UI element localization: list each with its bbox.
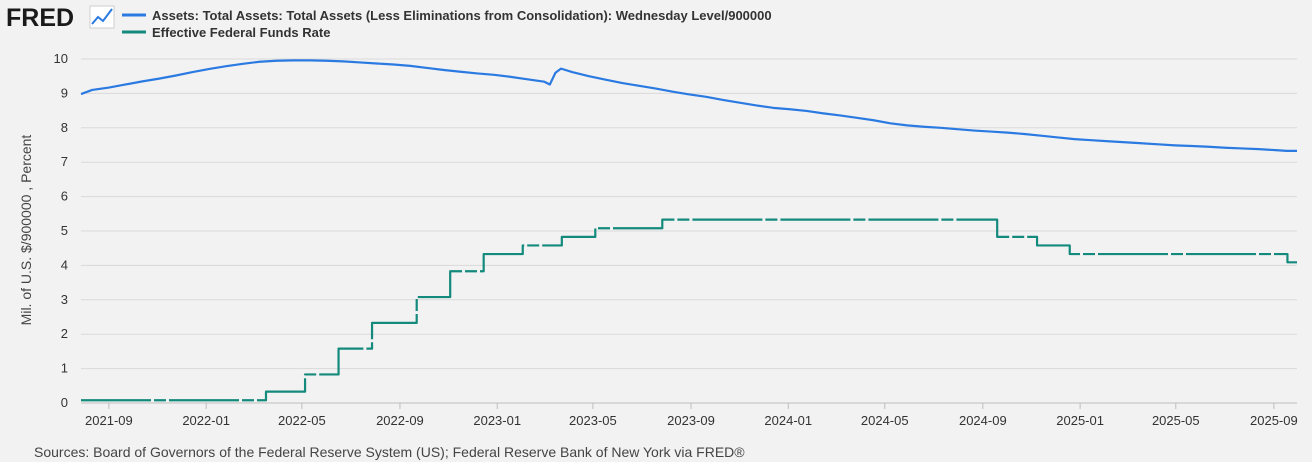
x-tick-2025-01: 2025-01 xyxy=(1056,413,1104,428)
gridlines xyxy=(81,58,1297,404)
legend-label-fed-funds: Effective Federal Funds Rate xyxy=(152,25,330,40)
y-tick-labels: 0 1 2 3 4 5 6 7 8 9 10 xyxy=(54,51,68,410)
legend-item-fed-funds[interactable]: Effective Federal Funds Rate xyxy=(122,25,330,40)
y-axis-title: Mil. of U.S. $/900000 , Percent xyxy=(18,135,34,326)
y-tick-4: 4 xyxy=(61,257,68,272)
y-tick-5: 5 xyxy=(61,223,68,238)
legend-label-assets: Assets: Total Assets: Total Assets (Less… xyxy=(152,8,772,23)
y-tick-7: 7 xyxy=(61,154,68,169)
y-tick-1: 1 xyxy=(61,361,68,376)
y-tick-9: 9 xyxy=(61,85,68,100)
y-tick-3: 3 xyxy=(61,292,68,307)
logo-text: FRED xyxy=(6,4,74,32)
series-line-assets[interactable] xyxy=(80,59,1297,152)
x-tick-2022-09: 2022-09 xyxy=(376,413,424,428)
x-tick-2023-09: 2023-09 xyxy=(667,413,715,428)
y-tick-0: 0 xyxy=(61,395,68,410)
x-tick-labels: 2021-09 2022-01 2022-05 2022-09 2023-01 2023-… xyxy=(85,403,1298,428)
series-line-fed-funds[interactable] xyxy=(81,218,1297,402)
x-tick-2022-01: 2022-01 xyxy=(182,413,230,428)
x-tick-2025-09: 2025-09 xyxy=(1250,413,1298,428)
fred-logo: FRED xyxy=(6,4,115,32)
x-tick-2023-01: 2023-01 xyxy=(473,413,521,428)
legend: Assets: Total Assets: Total Assets (Less… xyxy=(122,8,772,40)
x-tick-2024-01: 2024-01 xyxy=(764,413,812,428)
source-note: Sources: Board of Governors of the Feder… xyxy=(34,444,745,460)
trend-line-icon xyxy=(89,5,115,29)
series-lines xyxy=(80,59,1297,402)
y-tick-2: 2 xyxy=(61,326,68,341)
y-tick-10: 10 xyxy=(54,51,68,66)
x-tick-2022-05: 2022-05 xyxy=(278,413,326,428)
y-tick-8: 8 xyxy=(61,120,68,135)
legend-item-assets[interactable]: Assets: Total Assets: Total Assets (Less… xyxy=(122,8,772,23)
x-tick-2025-05: 2025-05 xyxy=(1152,413,1200,428)
y-tick-6: 6 xyxy=(61,189,68,204)
x-tick-2023-05: 2023-05 xyxy=(569,413,617,428)
x-tick-2024-05: 2024-05 xyxy=(861,413,909,428)
x-tick-2021-09: 2021-09 xyxy=(85,413,133,428)
x-tick-2024-09: 2024-09 xyxy=(959,413,1007,428)
